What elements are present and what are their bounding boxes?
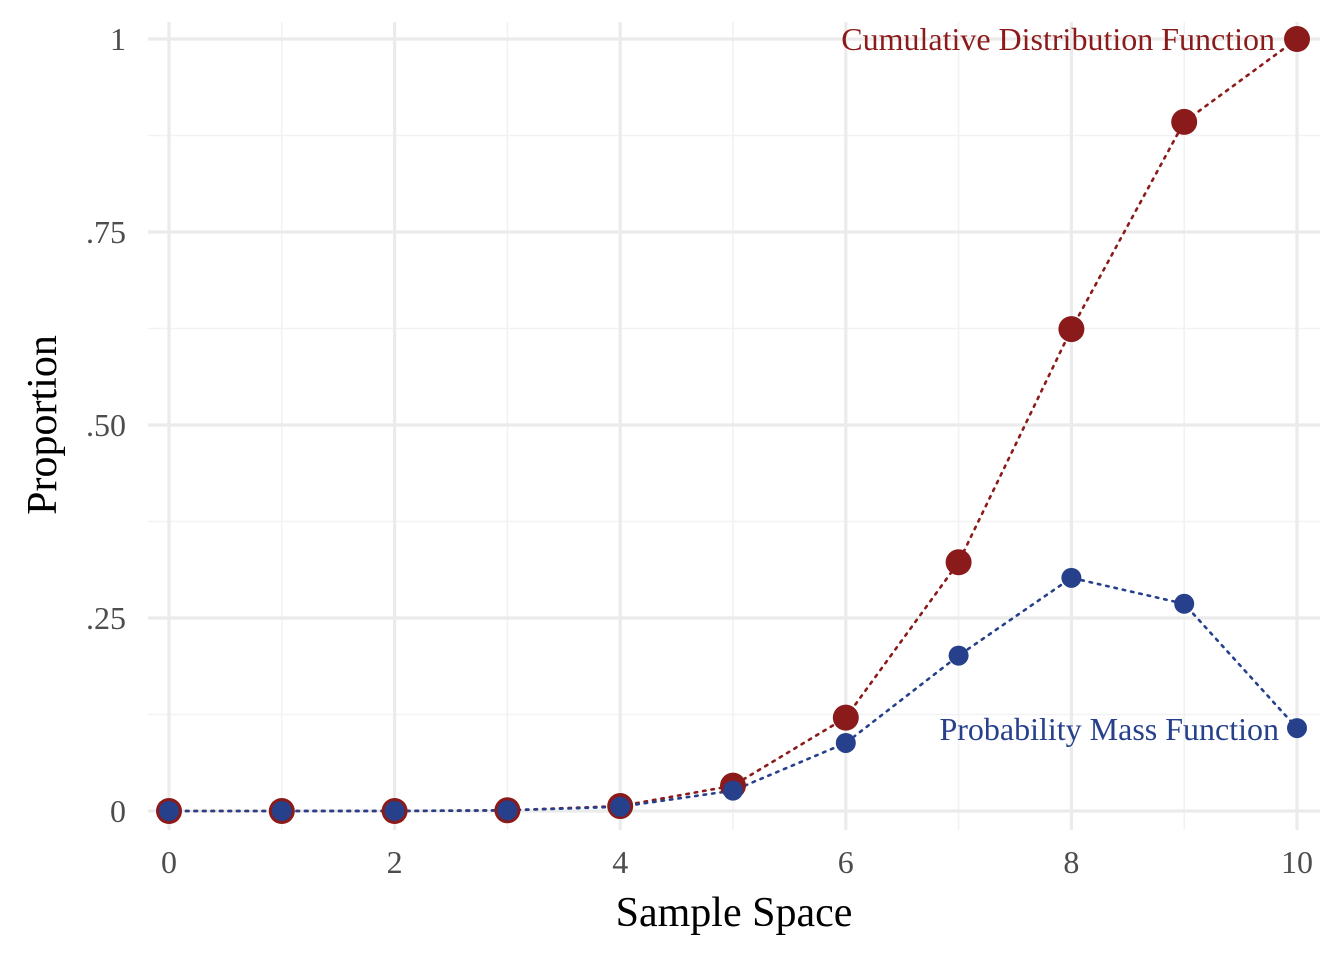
pmf-point xyxy=(835,732,856,753)
y-axis-title: Proportion xyxy=(20,335,66,515)
y-tick-label: .25 xyxy=(86,600,126,636)
pmf-point xyxy=(1174,593,1195,614)
pmf-point xyxy=(497,800,518,821)
pmf-point xyxy=(723,780,743,801)
pmf-point xyxy=(1061,567,1082,588)
cdf-series-label: Cumulative Distribution Function xyxy=(841,21,1275,57)
pmf-point xyxy=(610,796,631,817)
series-points xyxy=(156,26,1310,824)
x-tick-label: 0 xyxy=(161,844,177,880)
y-tick-label: 0 xyxy=(110,793,126,829)
x-tick-label: 6 xyxy=(838,844,854,880)
pmf-point xyxy=(384,800,405,821)
y-tick-label: .75 xyxy=(86,214,126,250)
y-tick-label: .50 xyxy=(86,407,126,443)
x-axis-title: Sample Space xyxy=(616,890,853,936)
y-axis-ticks: 0 .25 .50 .75 1 xyxy=(86,21,126,829)
pmf-series-label: Probability Mass Function xyxy=(939,711,1279,747)
cdf-point xyxy=(1284,26,1310,52)
x-axis-ticks: 0 2 4 6 8 10 xyxy=(161,844,1313,880)
cdf-point xyxy=(945,549,972,576)
series-lines xyxy=(167,37,1299,813)
x-tick-label: 10 xyxy=(1281,844,1313,880)
cdf-point xyxy=(832,704,859,731)
x-tick-label: 2 xyxy=(387,844,403,880)
pmf-point xyxy=(159,801,179,821)
pmf-line xyxy=(167,576,1299,813)
x-tick-label: 8 xyxy=(1063,844,1079,880)
pmf-point xyxy=(271,801,292,821)
x-tick-label: 4 xyxy=(612,844,628,880)
cdf-point xyxy=(1058,316,1085,343)
pmf-point xyxy=(948,645,969,666)
y-tick-label: 1 xyxy=(110,21,126,57)
major-gridlines xyxy=(148,22,1320,830)
pmf-point xyxy=(1287,718,1307,739)
cdf-point xyxy=(1171,108,1198,135)
